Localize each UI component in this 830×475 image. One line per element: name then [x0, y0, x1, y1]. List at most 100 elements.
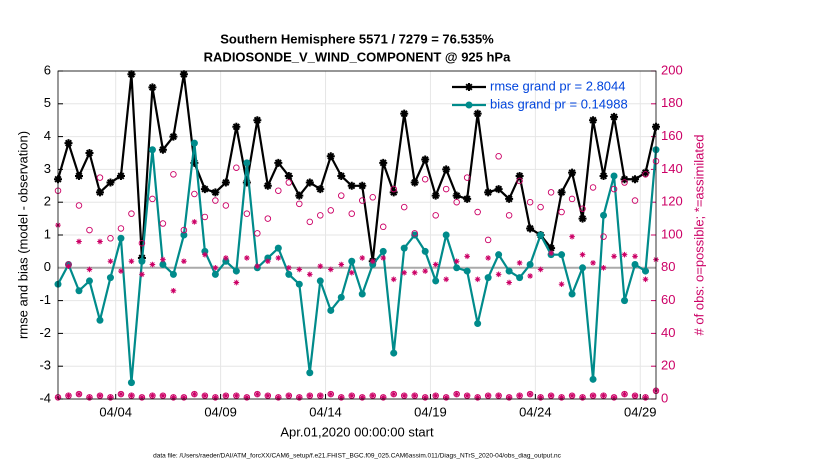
- point: [548, 250, 554, 256]
- point: [169, 132, 178, 141]
- y-tick-label: 2: [44, 194, 51, 209]
- y2-tick-label: 20: [661, 358, 675, 373]
- point: [264, 215, 272, 222]
- point: [348, 392, 355, 399]
- point: [558, 281, 565, 287]
- y2-tick-label: 120: [661, 194, 683, 209]
- point: [390, 276, 397, 283]
- point: [305, 178, 314, 187]
- point: [160, 256, 166, 263]
- point: [516, 260, 523, 266]
- point: [295, 280, 303, 288]
- point: [107, 394, 114, 401]
- point: [149, 195, 156, 203]
- point: [96, 316, 104, 324]
- point: [369, 194, 376, 201]
- point: [170, 171, 177, 178]
- point: [527, 391, 533, 397]
- chart-title: Southern Hemisphere 5571 / 7279 = 76.535…: [220, 31, 494, 46]
- point: [443, 394, 449, 401]
- point: [495, 153, 502, 160]
- point: [463, 194, 472, 203]
- point: [190, 158, 199, 167]
- point: [557, 188, 566, 197]
- point: [65, 263, 72, 269]
- point: [127, 70, 136, 79]
- point: [96, 174, 104, 181]
- point: [86, 266, 93, 273]
- point: [285, 179, 293, 186]
- point: [485, 255, 491, 261]
- point: [233, 392, 240, 399]
- point: [464, 253, 470, 260]
- point: [338, 394, 345, 401]
- point: [358, 181, 367, 190]
- point: [379, 158, 388, 167]
- point: [505, 194, 514, 203]
- point: [358, 290, 366, 298]
- point: [285, 270, 293, 278]
- point: [348, 257, 356, 265]
- point: [317, 212, 324, 219]
- point: [296, 394, 303, 401]
- point: [621, 179, 628, 186]
- point: [632, 392, 638, 399]
- point: [485, 392, 491, 399]
- point: [212, 265, 219, 271]
- point: [202, 251, 208, 258]
- point: [106, 274, 114, 282]
- point: [160, 392, 166, 399]
- point: [589, 116, 598, 125]
- point: [537, 394, 544, 401]
- point: [138, 239, 146, 247]
- point: [202, 392, 208, 399]
- point: [338, 261, 345, 268]
- point: [389, 188, 398, 197]
- point: [327, 266, 334, 273]
- point: [505, 212, 513, 219]
- point: [484, 274, 492, 282]
- point: [180, 226, 188, 234]
- point: [212, 394, 219, 401]
- point: [75, 287, 83, 295]
- point: [338, 192, 345, 199]
- footnote: data file: /Users/raeder/DAI/ATM_forcXX/…: [153, 453, 562, 460]
- point: [516, 177, 523, 185]
- point: [265, 392, 271, 399]
- point: [347, 181, 356, 190]
- point: [599, 171, 608, 180]
- point: [327, 391, 334, 397]
- point: [76, 391, 82, 397]
- point: [306, 369, 314, 377]
- point: [317, 392, 324, 399]
- point: [453, 391, 460, 397]
- point: [286, 392, 292, 399]
- point: [86, 394, 93, 401]
- point: [74, 171, 83, 180]
- point: [253, 116, 262, 125]
- point: [442, 231, 450, 239]
- point: [537, 203, 544, 211]
- point: [589, 184, 597, 191]
- y-tick-label: -3: [39, 358, 51, 373]
- chart-subtitle: RADIOSONDE_V_WIND_COMPONENT @ 925 hPa: [204, 49, 511, 64]
- point: [128, 210, 135, 217]
- point: [401, 392, 408, 399]
- point: [211, 270, 219, 278]
- point: [641, 168, 650, 177]
- point: [432, 392, 439, 399]
- point: [631, 197, 639, 204]
- x-tick-label: 04/04: [99, 404, 132, 419]
- point: [159, 220, 167, 227]
- point: [223, 392, 229, 399]
- point: [316, 277, 324, 285]
- point: [631, 175, 640, 184]
- point: [569, 392, 575, 399]
- point: [515, 171, 524, 180]
- point: [306, 271, 313, 278]
- point: [578, 214, 587, 223]
- point: [453, 258, 460, 265]
- point: [401, 269, 408, 276]
- x-tick-label: 04/24: [519, 404, 552, 419]
- point: [86, 226, 93, 234]
